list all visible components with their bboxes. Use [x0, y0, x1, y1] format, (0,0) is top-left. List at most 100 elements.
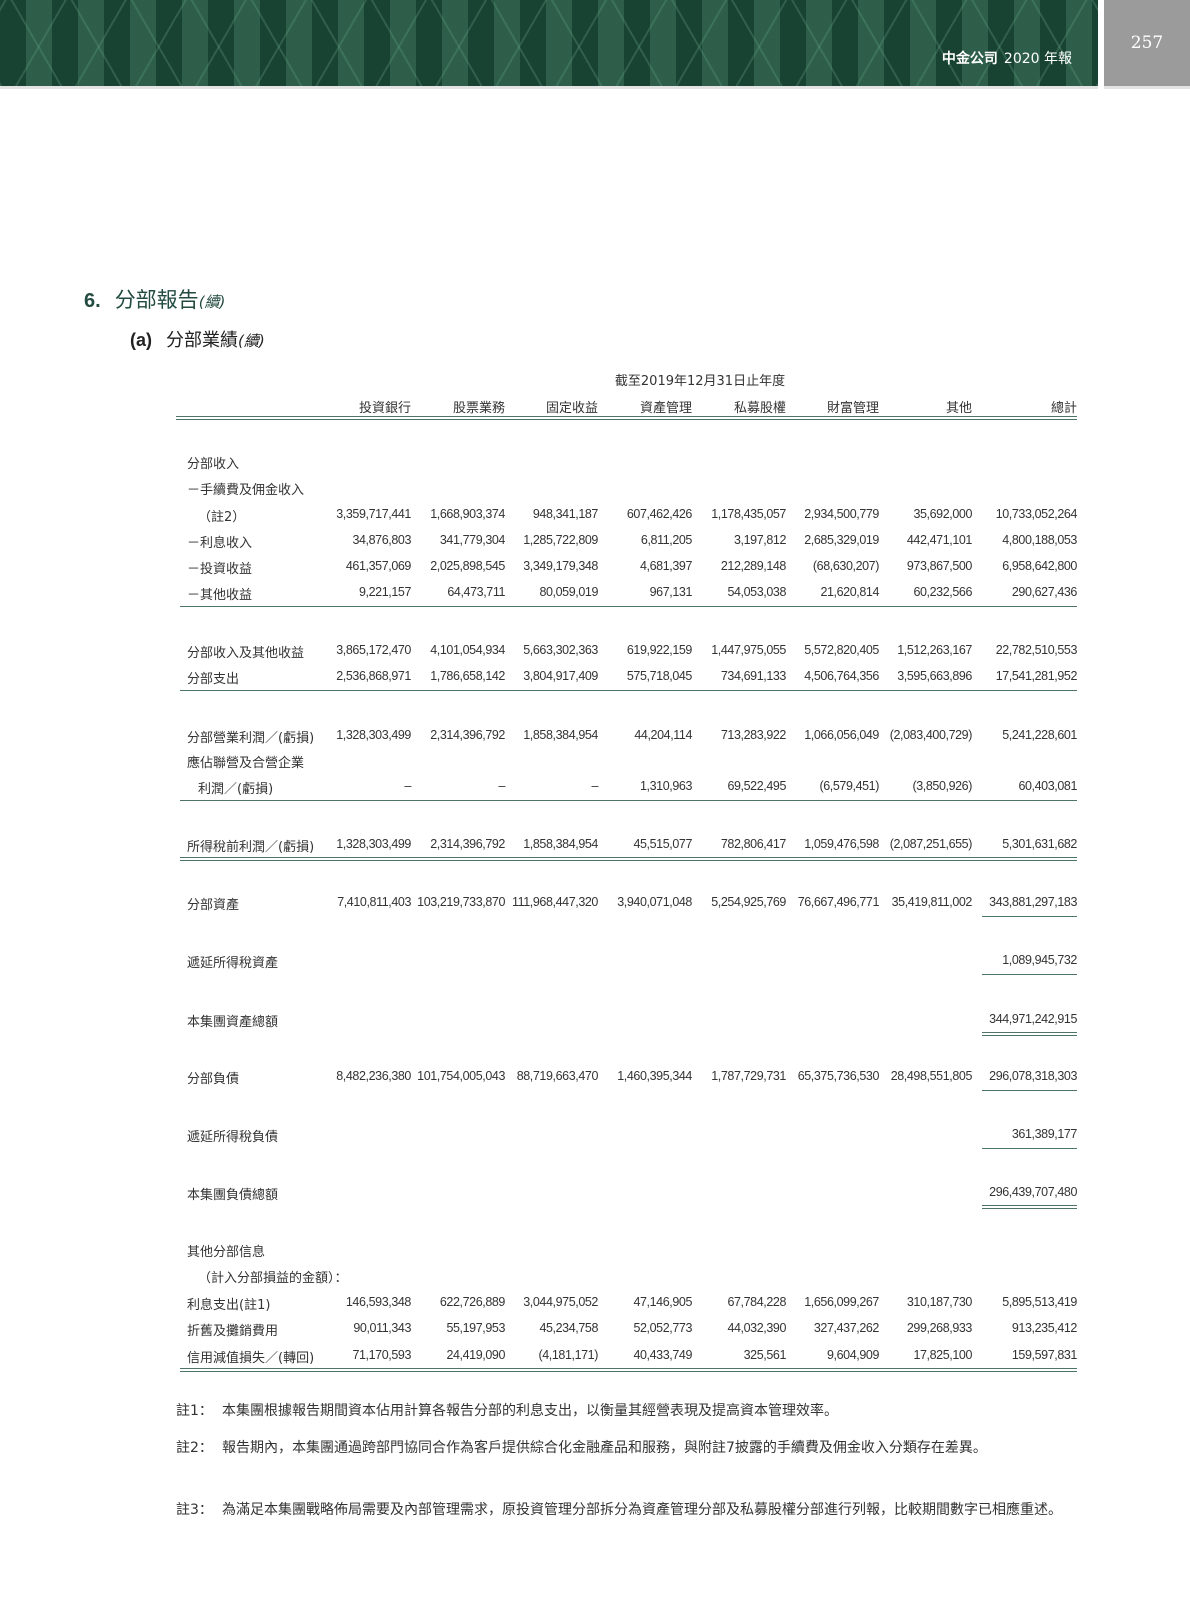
table-cell: 35,419,811,002: [891, 895, 973, 909]
table-row: 本集團負債總額 296,439,707,480: [180, 1180, 1077, 1209]
row-label: 本集團負債總額: [187, 1188, 279, 1203]
table-cell: 1,310,963: [639, 779, 692, 793]
header-rule: [176, 416, 1077, 420]
table-row: －手續費及佣金收入: [180, 475, 1077, 501]
table-cell: 325,561: [743, 1348, 787, 1362]
table-cell: 35,692,000: [913, 507, 972, 521]
footnote-text: 報告期內，本集團通過跨部門協同合作為客戶提供綜合化金融產品和服務，與附註7披露的…: [222, 1440, 987, 1456]
footnote-key: 註2：: [176, 1440, 213, 1456]
column-header: 總計: [1050, 401, 1077, 416]
table-row: 分部資產 7,410,811,403 103,219,733,870 111,968,…: [180, 890, 1077, 917]
row-label: 分部收入: [187, 457, 240, 472]
row-label: 分部營業利潤／(虧損): [187, 731, 315, 746]
table-cell: 2,025,898,545: [430, 559, 505, 573]
row-label: －投資收益: [187, 562, 253, 577]
table-cell: 1,787,729,731: [711, 1069, 786, 1083]
row-rule: [180, 606, 1077, 607]
table-cell: 47,146,905: [633, 1295, 692, 1309]
table-cell: 3,197,812: [733, 533, 786, 547]
row-label: 分部支出: [187, 672, 240, 687]
table-cell: 55,197,953: [446, 1321, 505, 1335]
table-cell: 3,349,179,348: [523, 559, 598, 573]
table-cell: (2,083,400,729): [889, 728, 973, 742]
column-header: 股票業務: [452, 401, 505, 416]
table-cell: 21,620,814: [820, 585, 879, 599]
table-cell: 967,131: [649, 585, 693, 599]
table-cell: 60,232,566: [913, 585, 972, 599]
column-header: 投資銀行: [358, 401, 411, 416]
column-header: 資產管理: [639, 401, 692, 416]
table-cell: 103,219,733,870: [417, 895, 505, 909]
table-cell: 5,241,228,601: [1002, 728, 1077, 742]
table-cell: 343,881,297,183: [989, 895, 1077, 909]
table-cell: 310,187,730: [906, 1295, 973, 1309]
footnote-text: 本集團根據報告期間資本佔用計算各報告分部的利息支出，以衡量其經營表現及提高資本管…: [222, 1403, 838, 1419]
row-label: 折舊及攤銷費用: [187, 1324, 279, 1339]
row-label: 分部負債: [187, 1072, 240, 1087]
table-row: 分部負債 8,482,236,380 101,754,005,043 88,719,6…: [180, 1064, 1077, 1091]
table-cell: 24,419,090: [446, 1348, 505, 1362]
table-cell: (4,181,171): [538, 1348, 598, 1362]
table-cell: 9,221,157: [358, 585, 411, 599]
table-row: 遞延所得稅負債 361,389,177: [180, 1122, 1077, 1149]
table-row: 分部支出 2,536,868,971 1,786,658,142 3,804,917,…: [180, 664, 1078, 691]
table-cell: 2,536,868,971: [336, 669, 411, 683]
table-cell: 1,059,476,598: [804, 837, 879, 851]
row-label: 遞延所得稅資產: [187, 956, 279, 971]
table-row: 利潤／(虧損) – – – 1,310,963 69,522,495 (6,579,451)…: [180, 774, 1077, 801]
table-cell: 1,328,303,499: [336, 728, 411, 742]
table-cell: 4,506,764,356: [804, 669, 879, 683]
row-label: 所得稅前利潤／(虧損): [187, 840, 315, 855]
table-cell: 17,825,100: [913, 1348, 972, 1362]
table-row: －利息收入 34,876,803 341,779,304 1,285,722,809 6…: [180, 528, 1077, 554]
section-heading: 6. 分部報告(續): [84, 288, 226, 312]
table-row: －其他收益 9,221,157 64,473,711 80,059,019 967,13…: [180, 580, 1077, 607]
table-cell: 782,806,417: [720, 837, 787, 851]
table-cell: 6,811,205: [640, 533, 692, 547]
table-cell: 4,681,397: [639, 559, 692, 573]
column-header: 其他: [945, 401, 972, 416]
table-cell: 3,359,717,441: [336, 507, 411, 521]
table-cell: 1,178,435,057: [711, 507, 786, 521]
row-label: 利潤／(虧損): [198, 782, 274, 797]
table-cell: (3,850,926): [912, 779, 972, 793]
table-cell: 7,410,811,403: [337, 895, 411, 909]
row-label: －手續費及佣金收入: [187, 483, 305, 498]
table-row: 分部收入: [180, 449, 1077, 475]
row-label: 分部資產: [187, 898, 240, 913]
table-row: （註2） 3,359,717,441 1,668,903,374 948,341,18…: [180, 502, 1077, 528]
table-cell: 341,779,304: [439, 533, 506, 547]
table-row: 所得稅前利潤／(虧損) 1,328,303,499 2,314,396,792 1,8…: [180, 832, 1077, 861]
table-cell: 111,968,447,320: [512, 895, 598, 909]
table-cell: 17,541,281,952: [995, 669, 1078, 683]
row-label: 利息支出(註1): [187, 1298, 271, 1313]
footnote: 註1： 本集團根據報告期間資本佔用計算各報告分部的利息支出，以衡量其經營表現及提高…: [176, 1399, 1082, 1424]
table-cell: (68,630,207): [812, 559, 879, 573]
total-underline: [982, 1032, 1077, 1036]
footnote: 註2： 報告期內，本集團通過跨部門協同合作為客戶提供綜合化金融產品和服務，與附註7…: [176, 1436, 1082, 1461]
table-cell: 146,593,348: [345, 1295, 412, 1309]
header-banner: 中金公司 2020 年報: [0, 0, 1098, 86]
table-cell: 299,268,933: [906, 1321, 973, 1335]
row-label: －利息收入: [187, 536, 253, 551]
row-label: 本集團資產總額: [187, 1015, 279, 1030]
table-cell: 296,078,318,303: [989, 1069, 1077, 1083]
row-rule: [180, 1368, 1077, 1372]
table-cell: 575,718,045: [626, 669, 693, 683]
table-cell: 52,052,773: [633, 1321, 692, 1335]
table-cell: 344,971,242,915: [989, 1012, 1077, 1026]
table-cell: 5,254,925,769: [711, 895, 786, 909]
subsection-heading: (a) 分部業績(續): [130, 330, 265, 351]
table-cell: 619,922,159: [626, 643, 693, 657]
table-cell: 212,289,148: [720, 559, 787, 573]
footnote: 註3： 為滿足本集團戰略佈局需要及內部管理需求，原投資管理分部拆分為資產管理分部及…: [176, 1498, 1082, 1523]
row-label: 其他分部信息: [187, 1245, 266, 1260]
table-cell: –: [404, 779, 411, 793]
table-cell: 1,512,263,167: [897, 643, 972, 657]
table-cell: 1,656,099,267: [804, 1295, 879, 1309]
table-cell: 80,059,019: [539, 585, 598, 599]
table-cell: 734,691,133: [720, 669, 787, 683]
table-cell: 45,234,758: [539, 1321, 598, 1335]
table-row: 利息支出(註1) 146,593,348 622,726,889 3,044,975,…: [180, 1290, 1077, 1316]
table-cell: 607,462,426: [626, 507, 693, 521]
